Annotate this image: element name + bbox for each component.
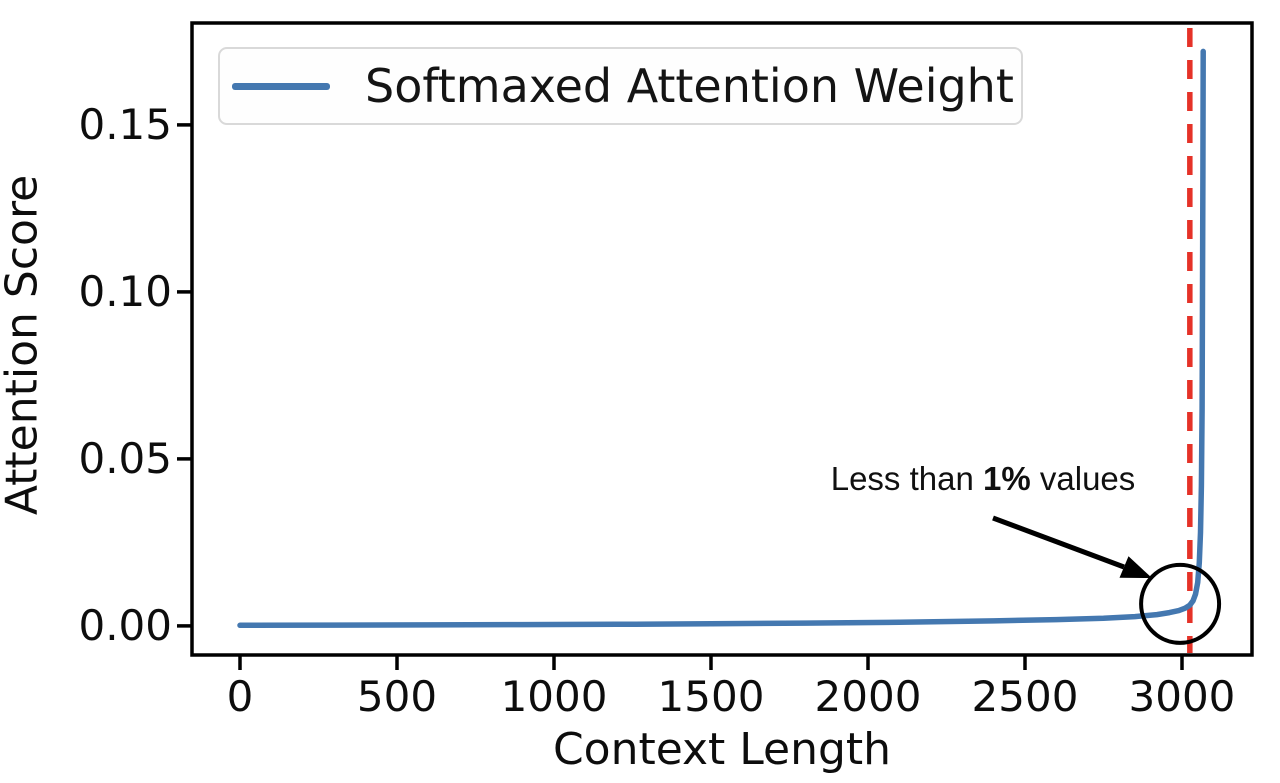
y-axis-label: Attention Score [0,174,48,516]
legend: Softmaxed Attention Weight [218,47,1023,125]
annotation-arrow [992,515,1152,578]
y-tick-label: 0.15 [78,99,172,149]
x-tick-label: 2500 [971,672,1079,721]
x-tick-label: 500 [356,672,438,721]
plot-border [190,21,1254,657]
x-axis-label: Context Length [552,724,892,775]
annotation-text: Less than 1% values [831,460,1136,498]
y-tick-label: 0.00 [78,600,172,650]
y-tick-label: 0.10 [78,266,172,316]
x-tick-label: 1500 [657,672,765,721]
highlight-circle [1139,562,1222,645]
annotation-text-after: values [1030,460,1136,497]
y-tick-label: 0.05 [78,433,172,483]
x-tick-label: 1000 [500,672,608,721]
attention-weight-curve [237,48,1206,629]
annotation-text-before: Less than [830,460,984,497]
x-tick-label: 2000 [814,672,922,721]
x-tick-label: 0 [226,672,254,721]
x-tick-label: 3000 [1128,672,1236,721]
legend-label: Softmaxed Attention Weight [365,59,1014,113]
tick-marks [177,123,1184,670]
legend-line-swatch [232,82,330,90]
annotation-text-bold: 1% [983,460,1031,497]
